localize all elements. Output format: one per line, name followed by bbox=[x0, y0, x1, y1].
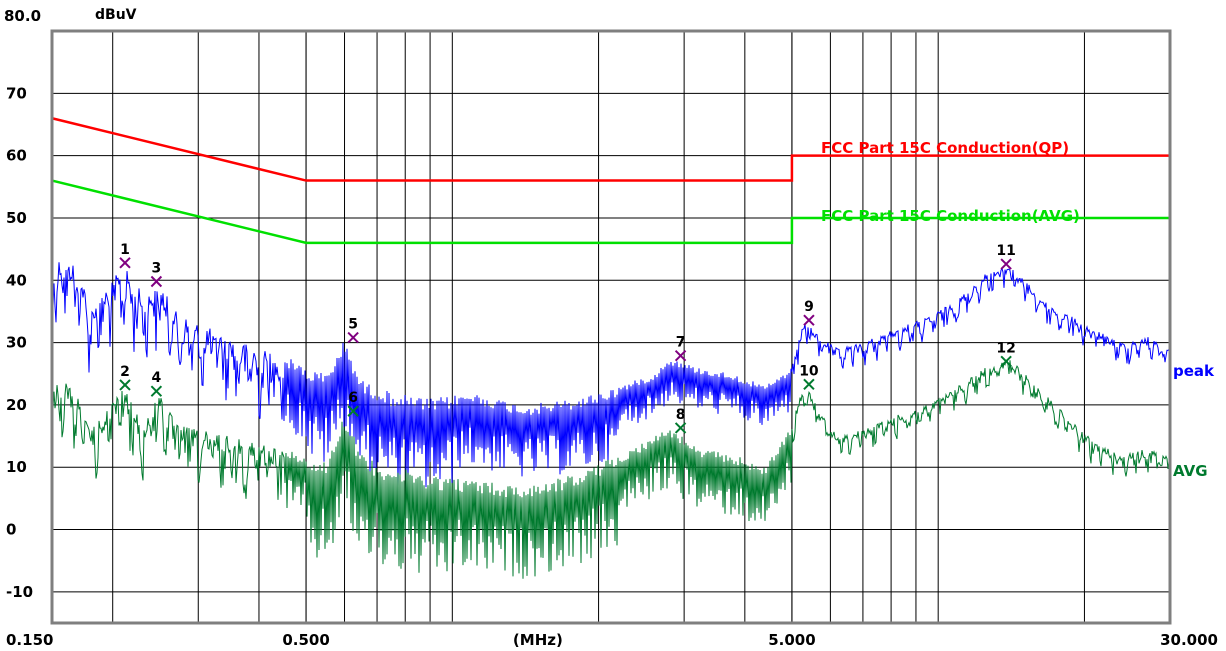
limit-lines bbox=[51, 117, 1170, 245]
marker-7: 7 bbox=[674, 335, 687, 362]
marker-2: 2 bbox=[119, 364, 131, 391]
y-tick-label: 30 bbox=[6, 334, 27, 352]
marker-label: 5 bbox=[348, 317, 358, 333]
y-tick-label: 20 bbox=[6, 396, 27, 414]
y-tick-label: 40 bbox=[6, 271, 27, 289]
marker-label: 4 bbox=[152, 370, 162, 386]
marker-cross bbox=[119, 379, 131, 391]
marker-1: 1 bbox=[119, 242, 131, 269]
marker-label: 12 bbox=[996, 340, 1015, 356]
marker-5: 5 bbox=[347, 317, 359, 344]
traces bbox=[52, 262, 1170, 579]
x-tick-labels: 0.150 0.500 (MHz) 5.000 30.000 bbox=[6, 631, 1218, 649]
marker-8: 8 bbox=[674, 407, 687, 434]
marker-3: 3 bbox=[150, 261, 163, 288]
marker-cross bbox=[347, 331, 359, 344]
marker-label: 1 bbox=[120, 242, 130, 258]
series-label-avg: AVG bbox=[1173, 462, 1208, 480]
marker-cross bbox=[347, 405, 359, 417]
y-tick-labels: 70 60 50 40 30 20 10 0 -10 bbox=[6, 84, 33, 601]
limit-label-avg: FCC Part 15C Conduction(AVG) bbox=[821, 207, 1080, 225]
limit-line-qp bbox=[51, 117, 1170, 182]
marker-cross bbox=[803, 378, 815, 391]
y-tick-label: 0 bbox=[6, 521, 16, 539]
limit-label-qp: FCC Part 15C Conduction(QP) bbox=[821, 139, 1069, 157]
series-label-peak: peak bbox=[1173, 362, 1215, 380]
marker-10: 10 bbox=[799, 363, 819, 391]
marker-label: 10 bbox=[799, 363, 819, 379]
trace-peak bbox=[52, 262, 1170, 488]
marker-label: 3 bbox=[152, 261, 162, 277]
y-tick-label: 10 bbox=[6, 458, 27, 476]
y-top-label: 80.0 bbox=[4, 7, 41, 25]
marker-4: 4 bbox=[150, 370, 163, 397]
trace-avg bbox=[52, 359, 1170, 579]
marker-cross bbox=[674, 349, 687, 362]
marker-6: 6 bbox=[347, 390, 359, 417]
marker-label: 8 bbox=[676, 407, 686, 423]
marker-11: 11 bbox=[996, 243, 1016, 270]
marker-label: 7 bbox=[676, 335, 686, 351]
series-labels: FCC Part 15C Conduction(QP) FCC Part 15C … bbox=[821, 139, 1215, 480]
y-tick-label: 60 bbox=[6, 147, 27, 165]
x-tick-label: 5.000 bbox=[768, 631, 815, 649]
marker-cross bbox=[803, 314, 815, 326]
x-tick-label: (MHz) bbox=[513, 631, 563, 649]
y-tick-label: 70 bbox=[6, 84, 27, 102]
y-axis-unit: dBuV bbox=[95, 7, 137, 23]
marker-cross bbox=[1000, 355, 1012, 367]
marker-cross bbox=[150, 275, 163, 288]
x-tick-label: 0.500 bbox=[282, 631, 329, 649]
marker-12: 12 bbox=[996, 340, 1016, 367]
marker-cross bbox=[1000, 258, 1012, 270]
marker-label: 11 bbox=[996, 243, 1015, 259]
grid bbox=[52, 31, 1170, 623]
y-tick-label: 50 bbox=[6, 209, 27, 227]
marker-label: 9 bbox=[804, 299, 814, 315]
plot-frame bbox=[50, 29, 1172, 625]
y-tick-label: -10 bbox=[6, 583, 33, 601]
marker-label: 2 bbox=[120, 364, 130, 380]
marker-cross bbox=[119, 257, 131, 269]
x-tick-label: 30.000 bbox=[1160, 631, 1218, 649]
x-tick-label: 0.150 bbox=[6, 631, 53, 649]
marker-label: 6 bbox=[348, 390, 358, 406]
marker-9: 9 bbox=[803, 299, 815, 326]
marker-cross bbox=[150, 385, 163, 397]
marker-cross bbox=[674, 422, 687, 434]
limit-line-avg bbox=[51, 179, 1170, 245]
